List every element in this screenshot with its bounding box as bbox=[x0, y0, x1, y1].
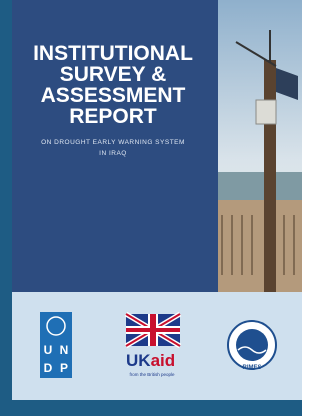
subtitle-line: IN IRAQ bbox=[99, 150, 127, 157]
undp-letter: N bbox=[60, 343, 69, 357]
ukaid-tagline: from the British people bbox=[129, 372, 175, 377]
subtitle-line: ON DROUGHT EARLY WARNING SYSTEM bbox=[41, 139, 185, 146]
title-line: INSTITUTIONAL bbox=[33, 42, 193, 65]
ukaid-name: UKaid bbox=[126, 351, 175, 370]
title-line: SURVEY & bbox=[60, 63, 167, 86]
uk: UK bbox=[126, 351, 151, 370]
photo bbox=[218, 0, 302, 292]
cover: INSTITUTIONAL SURVEY & ASSESSMENT REPORT… bbox=[0, 0, 302, 416]
rimes-logo: RIMES bbox=[228, 321, 276, 371]
title-line: REPORT bbox=[69, 105, 157, 128]
undp-logo: U N D P bbox=[40, 312, 72, 378]
undp-letter: P bbox=[60, 361, 68, 375]
rimes-name: RIMES bbox=[242, 365, 261, 371]
page: INSTITUTIONAL SURVEY & ASSESSMENT REPORT… bbox=[0, 0, 302, 416]
title-line: ASSESSMENT bbox=[41, 84, 186, 107]
ukaid-logo: UKaid from the British people bbox=[126, 314, 180, 377]
undp-letter: D bbox=[44, 361, 53, 375]
aid: aid bbox=[151, 351, 176, 370]
undp-letter: U bbox=[44, 343, 53, 357]
